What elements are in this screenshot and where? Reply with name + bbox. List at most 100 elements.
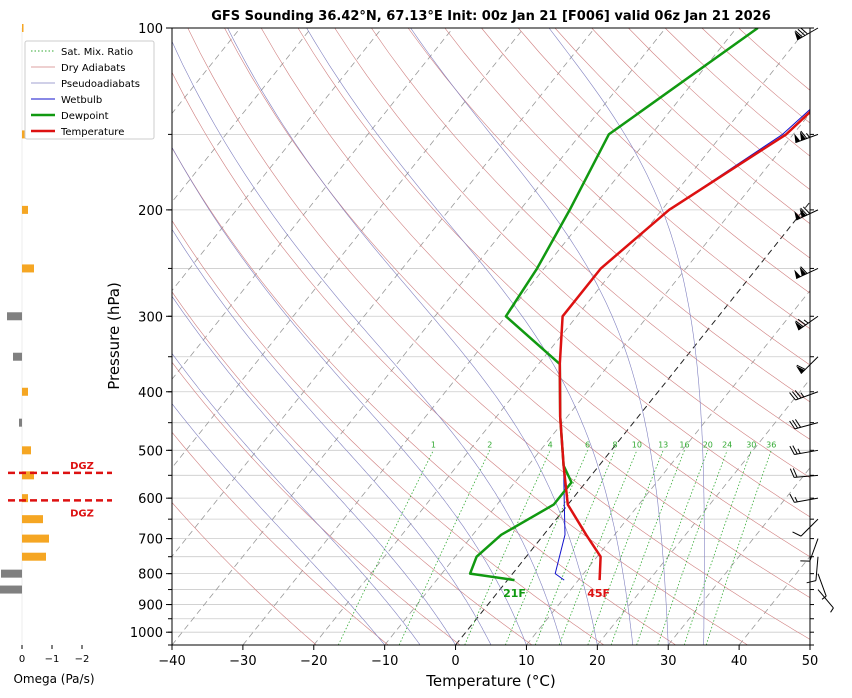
y-tick-label: 600 xyxy=(138,492,163,507)
omega-tick-label: 0 xyxy=(19,654,25,665)
dgz-label-bottom: DGZ xyxy=(70,508,94,519)
chart-title: GFS Sounding 36.42°N, 67.13°E Init: 00z … xyxy=(211,9,771,24)
mixing-ratio-label: 16 xyxy=(679,440,689,449)
mixing-ratio-line xyxy=(588,450,663,645)
mixing-ratio-line xyxy=(338,450,433,645)
mixing-ratio-label: 10 xyxy=(632,440,642,449)
x-tick-label: 10 xyxy=(518,654,535,669)
mixing-ratio-label: 13 xyxy=(658,440,668,449)
barb-full xyxy=(790,420,795,429)
mixing-ratio-label: 2 xyxy=(487,440,492,449)
omega-bar xyxy=(22,388,28,396)
surface-dewpoint-label: 21F xyxy=(503,587,526,600)
x-tick-label: 30 xyxy=(660,654,677,669)
barb-flag xyxy=(792,268,800,278)
barb-staff xyxy=(816,557,818,581)
dry-adiabat-line xyxy=(261,28,852,645)
barb-staff xyxy=(818,590,833,608)
x-tick-label: 50 xyxy=(802,654,819,669)
dry-adiabat-line xyxy=(298,28,852,645)
mixing-ratio-line xyxy=(684,450,751,645)
dry-adiabat-line xyxy=(702,28,852,645)
barb-half xyxy=(804,319,808,324)
dry-adiabat-line xyxy=(371,28,852,645)
mixing-ratio-line xyxy=(611,450,684,645)
pseudoadiabat-line xyxy=(117,28,527,645)
omega-bar xyxy=(22,264,34,272)
barb-staff xyxy=(794,450,818,454)
wind-barb xyxy=(814,590,834,613)
mixing-ratio-label: 4 xyxy=(548,440,553,449)
omega-bar xyxy=(22,446,31,454)
y-tick-label: 500 xyxy=(138,444,163,459)
wind-barb xyxy=(795,350,818,373)
barb-staff xyxy=(794,498,818,502)
isotherm-line xyxy=(810,28,852,645)
omega-bar xyxy=(0,586,22,594)
y-axis-label: Pressure (hPa) xyxy=(105,282,123,390)
legend-entry: Wetbulb xyxy=(61,95,102,106)
pseudoadiabat-line xyxy=(307,28,633,645)
isotherm-line xyxy=(456,28,852,645)
dry-adiabat-line xyxy=(78,28,604,645)
x-tick-label: −10 xyxy=(371,654,398,669)
omega-bar xyxy=(22,206,28,214)
isotherm-line xyxy=(385,28,852,645)
barb-full xyxy=(795,419,800,428)
barb-half xyxy=(806,133,809,138)
mixing-ratio-line xyxy=(505,450,587,645)
wind-barb xyxy=(792,260,818,278)
barb-half xyxy=(795,497,797,502)
legend-entry: Temperature xyxy=(60,127,124,138)
wind-barb xyxy=(813,574,826,600)
y-tick-label: 800 xyxy=(138,568,163,583)
barb-full xyxy=(792,419,797,428)
isotherm-line xyxy=(597,28,852,645)
omega-tick-label: −1 xyxy=(45,654,60,665)
y-tick-label: 300 xyxy=(138,310,163,325)
dry-adiabat-line xyxy=(555,28,852,645)
mixing-ratio-label: 6 xyxy=(585,440,590,449)
barb-staff xyxy=(810,539,818,562)
x-tick-label: −40 xyxy=(158,654,185,669)
omega-bar xyxy=(13,353,22,361)
dgz-label-top: DGZ xyxy=(70,461,94,472)
y-tick-label: 1000 xyxy=(130,626,163,641)
mixing-ratio-label: 24 xyxy=(722,440,732,449)
y-tick-label: 700 xyxy=(138,533,163,548)
x-tick-label: 40 xyxy=(731,654,748,669)
wind-barb xyxy=(790,441,818,455)
omega-bar xyxy=(7,312,22,320)
wind-barb xyxy=(793,513,818,538)
x-tick-label: −30 xyxy=(229,654,256,669)
omega-tick-label: −2 xyxy=(75,654,90,665)
barb-full xyxy=(793,530,801,538)
mixing-ratio-line xyxy=(637,450,708,645)
dry-adiabat-line xyxy=(739,28,852,645)
plot-frame xyxy=(172,28,810,645)
barb-staff xyxy=(818,574,826,597)
legend-entry: Dewpoint xyxy=(61,111,109,122)
barb-half xyxy=(798,449,800,454)
legend-entry: Dry Adiabats xyxy=(61,63,125,74)
wind-barb xyxy=(790,414,818,430)
dry-adiabat-line xyxy=(665,28,852,645)
pseudoadiabat-line xyxy=(166,28,562,645)
barb-full xyxy=(807,580,816,584)
omega-bar xyxy=(22,553,46,561)
isotherm-line xyxy=(172,28,666,645)
wind-barb xyxy=(790,466,818,477)
y-tick-label: 900 xyxy=(138,599,163,614)
x-tick-label: −20 xyxy=(300,654,327,669)
mixing-ratio-line xyxy=(399,450,490,645)
mixing-ratio-label: 30 xyxy=(746,440,756,449)
barb-full xyxy=(790,392,796,401)
x-tick-label: 0 xyxy=(451,654,459,669)
dry-adiabat-line xyxy=(188,28,820,645)
omega-bar xyxy=(1,570,22,578)
wind-barb xyxy=(790,489,818,503)
mixing-ratio-label: 36 xyxy=(766,440,776,449)
legend-entry: Sat. Mix. Ratio xyxy=(61,47,133,58)
